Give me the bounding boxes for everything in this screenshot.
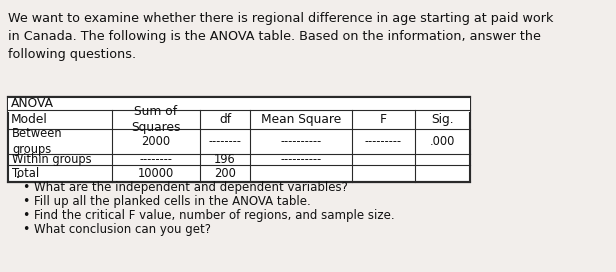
Text: --------: -------- [208,135,241,148]
Text: 196: 196 [214,153,236,166]
Text: F: F [380,113,387,126]
Text: df: df [219,113,231,126]
Text: Sum of
Squares: Sum of Squares [131,105,180,134]
Text: What are the independent and dependent variables?: What are the independent and dependent v… [34,181,348,194]
Text: Total: Total [12,167,39,180]
Text: 2000: 2000 [142,135,171,148]
Text: •: • [22,181,30,194]
Text: 200: 200 [214,167,236,180]
Text: •: • [22,209,30,222]
Text: •: • [16,175,20,181]
Text: Model: Model [11,113,48,126]
Text: ANOVA: ANOVA [11,97,54,110]
Bar [8,97,470,112]
Text: ----------: ---------- [280,135,322,148]
Text: We want to examine whether there is regional difference in age starting at paid : We want to examine whether there is regi… [8,12,553,61]
Bar [8,97,470,182]
Text: ---------: --------- [365,135,402,148]
Text: Find the critical F value, number of regions, and sample size.: Find the critical F value, number of reg… [34,209,395,222]
Text: --------: -------- [139,153,172,166]
Text: Between
groups: Between groups [12,127,63,156]
Text: Sig.: Sig. [431,113,454,126]
Text: Fill up all the planked cells in the ANOVA table.: Fill up all the planked cells in the ANO… [34,196,310,209]
Text: Within groups: Within groups [12,153,92,166]
Text: .000: .000 [430,135,455,148]
Text: •: • [22,224,30,236]
Text: •: • [22,196,30,209]
Bar [8,97,470,182]
Text: What conclusion can you get?: What conclusion can you get? [34,224,211,236]
Text: Mean Square: Mean Square [261,113,341,126]
Text: ----------: ---------- [280,153,322,166]
Text: 10000: 10000 [138,167,174,180]
